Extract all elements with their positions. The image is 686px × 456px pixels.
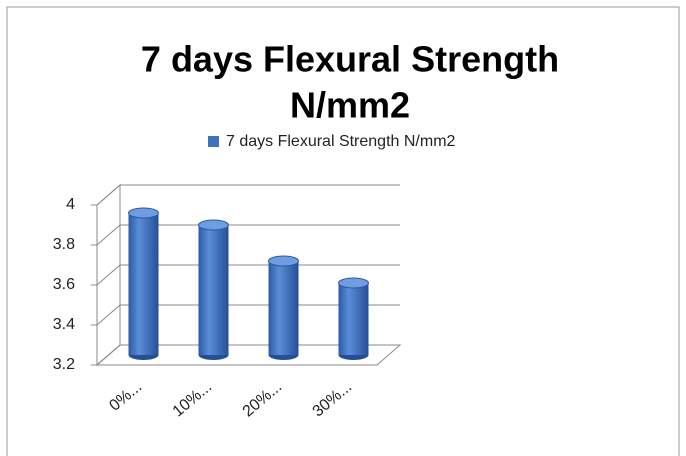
grid-line [96,184,400,206]
bar-group [198,219,229,360]
y-tick-label: 4 [66,196,75,213]
bar [338,283,369,355]
y-tick-label: 3.6 [53,276,75,293]
legend-swatch [208,136,219,147]
bar-group [128,207,159,360]
chart-title: 7 days Flexural Strength [141,39,559,80]
y-tick-label: 3.8 [53,236,75,253]
bar-top [338,277,369,289]
bar [268,261,299,355]
chart-title: N/mm2 [290,85,410,126]
bar-group [338,277,369,360]
bar [198,225,229,355]
grid-line [96,344,400,366]
bar-top [198,219,229,231]
bar-top [128,207,159,219]
grid-line [96,264,400,286]
grid-line [96,304,400,326]
y-tick-label: 3.4 [53,316,75,333]
grid-line [96,224,400,246]
legend-label: 7 days Flexural Strength N/mm2 [226,133,456,150]
y-tick-label: 3.2 [53,356,75,373]
chart-frame [6,6,680,456]
bar-top [268,255,299,267]
bar [128,213,159,355]
bar-group [268,255,299,360]
